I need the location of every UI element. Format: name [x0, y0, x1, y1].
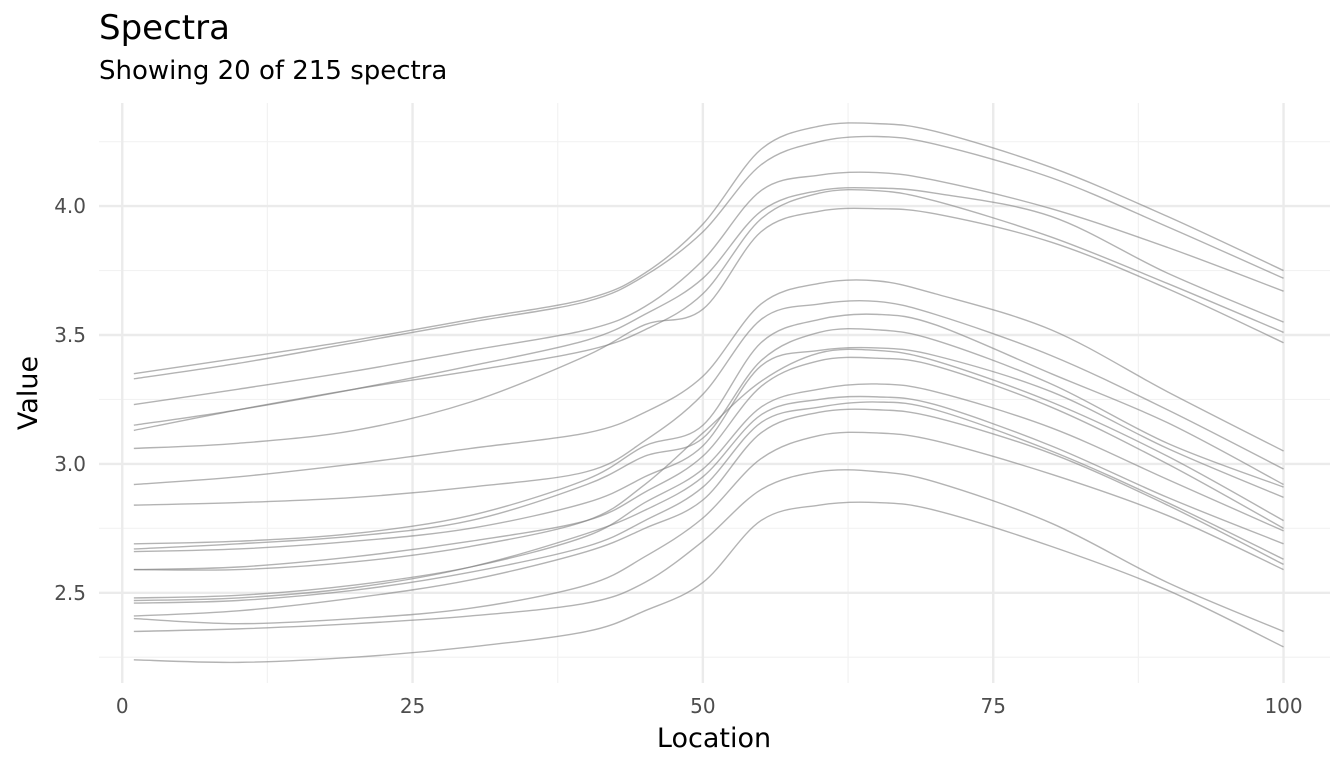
x-axis-title: Location — [657, 723, 771, 754]
y-tick-label: 2.5 — [54, 581, 86, 605]
spectrum-line-5 — [133, 188, 1284, 432]
spectrum-line-14 — [133, 383, 1284, 599]
spectra-series-lines — [133, 122, 1284, 664]
spectrum-line-15 — [133, 395, 1284, 602]
spectrum-line-1 — [133, 122, 1284, 375]
x-tick-label: 100 — [1264, 694, 1302, 718]
y-axis-title: Value — [13, 356, 44, 430]
spectrum-line-3 — [133, 171, 1284, 406]
x-tick-label: 50 — [690, 694, 715, 718]
spectrum-line-13 — [133, 356, 1284, 571]
spectrum-line-4 — [133, 186, 1284, 426]
spectrum-line-17 — [133, 408, 1284, 617]
spectrum-line-7 — [133, 279, 1284, 486]
y-axis-tick-labels: 2.5 3.0 3.5 4.0 — [54, 194, 86, 605]
chart-subtitle: Showing 20 of 215 spectra — [99, 56, 448, 86]
major-gridlines — [99, 103, 1330, 683]
spectrum-line-10 — [133, 328, 1284, 550]
y-tick-label: 3.0 — [54, 452, 86, 476]
minor-gridlines — [99, 103, 1330, 683]
x-tick-label: 75 — [980, 694, 1005, 718]
x-tick-label: 25 — [400, 694, 425, 718]
spectrum-line-12 — [133, 348, 1284, 571]
spectrum-line-20 — [133, 501, 1284, 664]
spectrum-line-2 — [133, 135, 1284, 380]
spectrum-line-6 — [133, 207, 1284, 450]
y-tick-label: 3.5 — [54, 323, 86, 347]
spectrum-line-9 — [133, 313, 1284, 545]
x-tick-label: 0 — [116, 694, 129, 718]
spectrum-line-19 — [133, 469, 1284, 633]
y-tick-label: 4.0 — [54, 194, 86, 218]
spectrum-line-16 — [133, 401, 1284, 604]
chart-title: Spectra — [99, 8, 230, 48]
spectrum-line-8 — [133, 300, 1284, 506]
spectrum-line-18 — [133, 431, 1284, 625]
x-axis-tick-labels: 0 25 50 75 100 — [116, 694, 1303, 718]
